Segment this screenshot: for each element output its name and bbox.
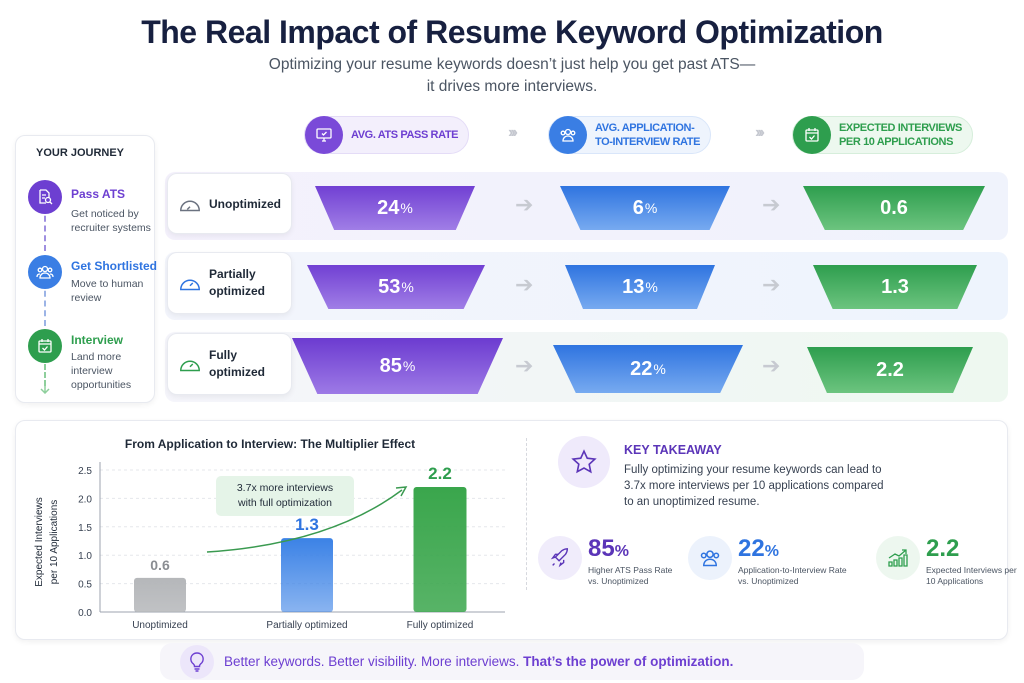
star-icon [558,436,610,488]
column-header-ats: AVG. ATS PASS RATE [304,116,470,154]
stat-rate: 22% Application-to-Interview Rate vs. Unop… [688,536,847,587]
takeaway-text: Fully optimizing your resume keywords ca… [624,464,884,508]
ats-rate-value: 85% [292,338,503,394]
interviews-value: 1.3 [813,265,977,309]
page-title: The Real Impact of Resume Keyword Optimi… [141,14,883,50]
users-icon [688,536,732,580]
interview-rate-value: 6% [560,186,730,230]
calendar-check-icon [28,329,62,363]
arrow-right-icon: ➔ [515,353,534,378]
y-tick-label: 2.0 [78,494,92,505]
trend-arrowhead [395,486,408,497]
step-desc: interview [71,365,113,377]
ats-rate-value: 53% [307,265,485,309]
column-label: TO-INTERVIEW RATE [595,136,701,148]
stat-ats: 85% Higher ATS Pass Rate vs. Unoptimized [538,536,672,587]
x-tick-label: Unoptimized [132,620,188,631]
step-title: Get Shortlisted [71,259,158,273]
lightbulb-icon [180,644,214,679]
y-axis-label-line1: Expected Interviews [34,497,45,587]
y-tick-label: 1.0 [78,551,92,562]
chart-annotation: 3.7x more interviews with full optimizati… [216,476,354,516]
subtitle-line1: Optimizing your resume keywords doesn’t … [268,56,756,73]
users-icon [28,255,62,289]
bar-value-label: 2.2 [428,464,452,483]
journey-card: YOUR JOURNEY Pass ATS Get noticed by rec… [15,135,158,403]
chevrons-icon: ››› [508,124,518,141]
bar-chart: 0.0 0.5 1.0 1.5 2.0 2.5 Expected Interviews per… [34,462,505,631]
arrow-right-icon: ➔ [762,192,781,217]
bar [134,577,186,612]
row-label-card: Unoptimized [167,173,292,234]
row-label: Unoptimized [209,196,281,211]
step-title: Interview [71,333,124,347]
column-label: AVG. ATS PASS RATE [351,129,459,141]
monitor-check-icon [305,116,343,154]
footer-emphasis: That’s the power of optimization. [519,654,734,669]
growth-chart-icon [876,536,920,580]
footer-banner: Better keywords. Better visibility. More… [160,643,864,680]
row-label: optimized [209,284,265,298]
trend-arrow [206,489,403,553]
chevrons-icon: ››› [755,124,765,141]
x-tick-label: Partially optimized [266,620,347,631]
step-desc: Move to human [71,278,144,290]
ats-rate-value: 24% [315,186,475,230]
step-desc: recruiter systems [71,222,151,234]
gauge-icon [180,360,200,372]
document-search-icon [28,180,62,214]
row-label-card: Partially optimized [167,252,292,314]
bar-value-label: 0.6 [150,557,170,573]
bar [413,487,467,612]
arrow-right-icon: ➔ [515,192,534,217]
interview-rate-value: 13% [565,265,715,309]
step-desc: Land more [71,351,122,363]
arrow-right-icon: ➔ [762,353,781,378]
calendar-check-icon [793,116,831,154]
step-desc: opportunities [71,379,132,391]
step-title: Pass ATS [71,187,126,201]
journey-heading: YOUR JOURNEY [36,147,125,159]
y-axis-label-line2: per 10 Applications [49,500,60,585]
row-label: optimized [209,365,265,379]
row-label-card: Fully optimized [167,333,292,395]
column-label: AVG. APPLICATION- [595,122,695,134]
step-desc: Get noticed by [71,208,139,220]
arrow-down-icon [40,384,50,394]
interview-rate-value: 22% [553,345,743,393]
gauge-icon [180,279,200,291]
interviews-value: 2.2 [807,347,973,393]
y-tick-label: 2.5 [78,466,92,477]
gauge-icon [180,199,200,211]
y-tick-label: 0.0 [78,608,92,619]
y-tick-label: 0.5 [78,580,92,591]
users-icon [549,116,587,154]
arrow-right-icon: ➔ [515,272,534,297]
stat-interviews: 2.2 Expected Interviews per 10 Application… [876,536,1017,587]
step-desc: review [71,292,102,304]
footer-text: Better keywords. Better visibility. More… [224,654,520,669]
column-header-rate: AVG. APPLICATION- TO-INTERVIEW RATE [548,116,712,154]
column-label: PER 10 APPLICATIONS [839,136,954,148]
column-header-interviews: EXPECTED INTERVIEWS PER 10 APPLICATIONS [792,116,973,154]
chart-title: From Application to Interview: The Multi… [124,437,416,451]
bar-value-label: 1.3 [295,515,319,534]
row-label: Fully [209,348,238,362]
interviews-value: 0.6 [803,186,985,230]
rocket-icon [538,536,582,580]
arrow-right-icon: ➔ [762,272,781,297]
column-label: EXPECTED INTERVIEWS [839,122,962,134]
takeaway-heading: KEY TAKEAWAY [624,443,722,457]
x-tick-label: Fully optimized [407,620,474,631]
y-tick-label: 1.5 [78,523,92,534]
row-label: Partially [209,267,256,281]
subtitle-line2: it drives more interviews. [426,78,598,95]
bar [281,538,333,612]
